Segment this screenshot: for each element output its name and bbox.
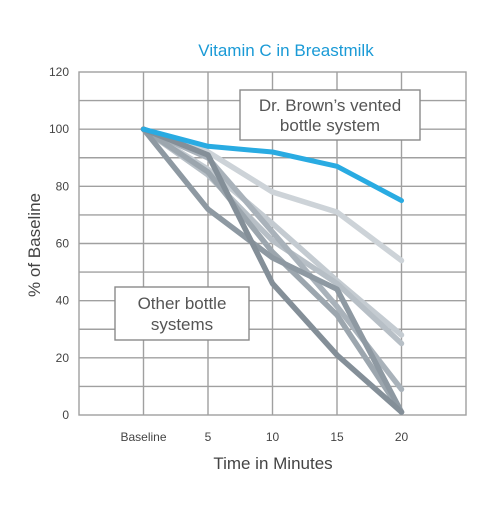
x-tick-label: Baseline: [120, 430, 166, 444]
y-tick-label: 0: [62, 408, 69, 422]
x-tick-label: 5: [205, 430, 212, 444]
x-tick-label: 10: [266, 430, 280, 444]
y-tick-label: 80: [56, 179, 70, 193]
annotation-text-dr-browns: Dr. Brown’s vented: [259, 96, 401, 115]
series-lines: [140, 126, 405, 415]
y-tick-label: 40: [56, 294, 70, 308]
annotation-text-other: systems: [151, 315, 213, 334]
series-line-other: [140, 126, 405, 415]
annotation-text-dr-browns: bottle system: [280, 116, 380, 135]
x-tick-label: 20: [395, 430, 409, 444]
y-tick-label: 60: [56, 237, 70, 251]
x-tick-label: 15: [330, 430, 344, 444]
annotation-box-dr-browns: [239, 89, 421, 141]
annotation-text-other: Other bottle: [138, 294, 227, 313]
y-tick-label: 100: [49, 122, 69, 136]
x-axis-label: Time in Minutes: [213, 454, 332, 473]
series-line-other: [140, 126, 405, 415]
series-line-other: [140, 126, 405, 415]
y-tick-label: 120: [49, 65, 69, 79]
series-line-dr-browns: [141, 126, 404, 204]
y-axis-label: % of Baseline: [25, 193, 44, 297]
y-tick-label: 20: [56, 351, 70, 365]
chart-title: Vitamin C in Breastmilk: [198, 41, 374, 60]
axis-ticks: 0 20 40 60 80 100 120 Baseline 5 10 15 20: [49, 65, 409, 444]
annotation-box-other: [114, 286, 250, 341]
